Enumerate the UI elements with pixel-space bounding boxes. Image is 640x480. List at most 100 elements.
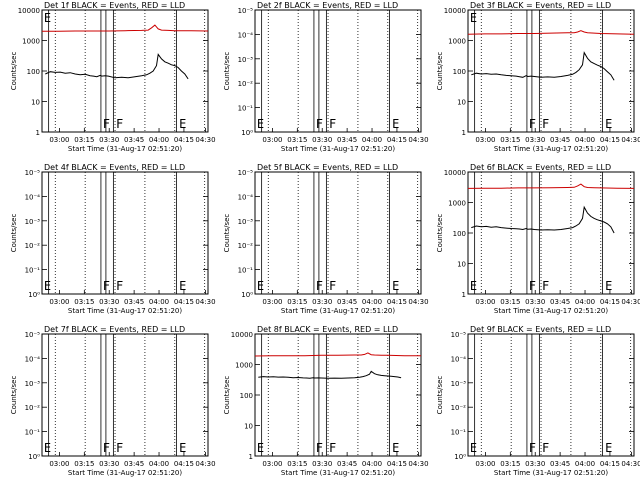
x-tick-label: 03:15 (500, 298, 520, 306)
y-tick-label: 1000 (22, 38, 40, 46)
event-marker: E (470, 441, 477, 455)
y-tick-label: 10000 (231, 331, 253, 339)
x-tick-label: 04:15 (174, 460, 194, 468)
x-tick-label: 04:00 (149, 136, 169, 144)
x-tick-label: 04:00 (149, 298, 169, 306)
event-marker: F (542, 117, 549, 131)
chart-title: Det 3f BLACK = Events, RED = LLD (470, 1, 611, 10)
x-tick-label: 03:15 (74, 460, 94, 468)
x-tick-label: 04:00 (575, 298, 595, 306)
panel-det6f: Det 6f BLACK = Events, RED = LLD 1 10 100 10… (436, 163, 640, 315)
y-tick-label: 1 (462, 291, 466, 299)
y-tick-label: 10⁻⁵ (238, 7, 254, 15)
event-marker: E (179, 117, 186, 131)
y-tick-label: 1000 (448, 38, 466, 46)
y-tick-label: 10⁻⁵ (451, 331, 467, 339)
x-axis-label: Start Time (31-Aug-17 02:51:20) (281, 145, 395, 153)
x-tick-label: 04:30 (195, 298, 215, 306)
chart-title: Det 6f BLACK = Events, RED = LLD (470, 163, 611, 172)
x-tick-label: 03:30 (99, 136, 119, 144)
y-axis-label: Counts/sec (436, 214, 444, 253)
y-tick-label: 10000 (444, 169, 466, 177)
x-tick-label: 03:15 (74, 298, 94, 306)
event-marker: E (179, 441, 186, 455)
y-tick-label: 10⁻² (25, 242, 41, 250)
event-marker: F (329, 279, 336, 293)
x-tick-label: 03:45 (337, 298, 357, 306)
x-tick-label: 03:00 (49, 136, 69, 144)
y-tick-label: 10⁻¹ (238, 267, 254, 275)
y-tick-label: 100 (27, 68, 40, 76)
y-tick-label: 100 (453, 68, 466, 76)
chart-title: Det 1f BLACK = Events, RED = LLD (44, 1, 185, 10)
y-tick-label: 1 (249, 453, 253, 461)
y-tick-label: 10⁻² (451, 404, 467, 412)
x-tick-label: 03:15 (500, 136, 520, 144)
x-tick-label: 03:45 (550, 460, 570, 468)
series-events (45, 53, 189, 80)
event-marker: E (605, 117, 612, 131)
panel-det1f: Det 1f BLACK = Events, RED = LLD 1 10 100 10… (10, 1, 216, 153)
y-axis-label: Counts/sec (10, 214, 18, 253)
x-tick-label: 04:00 (575, 460, 595, 468)
x-tick-label: 03:45 (550, 298, 570, 306)
x-axis-label: Start Time (31-Aug-17 02:51:20) (281, 307, 395, 315)
x-tick-label: 04:00 (149, 460, 169, 468)
y-tick-label: 10⁰ (241, 291, 253, 299)
y-tick-label: 10⁻¹ (25, 429, 41, 437)
y-tick-label: 10⁻³ (451, 380, 467, 388)
series-lld (42, 24, 209, 32)
x-tick-label: 03:15 (74, 136, 94, 144)
y-tick-label: 10⁻⁴ (238, 31, 254, 39)
y-tick-label: 10000 (18, 7, 40, 15)
event-marker: F (116, 117, 123, 131)
x-tick-label: 03:00 (49, 298, 69, 306)
x-tick-label: 04:30 (195, 136, 215, 144)
x-tick-label: 03:15 (287, 460, 307, 468)
y-tick-label: 10⁻¹ (25, 267, 41, 275)
x-tick-label: 03:00 (262, 460, 282, 468)
x-tick-label: 03:00 (475, 136, 495, 144)
event-marker: F (542, 441, 549, 455)
y-axis-label: Counts/sec (223, 214, 231, 253)
x-tick-label: 04:15 (600, 460, 620, 468)
y-tick-label: 1000 (448, 200, 466, 208)
event-marker: F (103, 117, 110, 131)
x-tick-label: 03:30 (312, 136, 332, 144)
event-marker: F (542, 279, 549, 293)
x-axis-label: Start Time (31-Aug-17 02:51:20) (494, 145, 608, 153)
panel-det7f: Det 7f BLACK = Events, RED = LLD 10⁰ 10⁻¹ 1… (10, 325, 216, 477)
x-axis-label: Start Time (31-Aug-17 02:51:20) (68, 307, 182, 315)
x-tick-label: 03:00 (262, 298, 282, 306)
x-tick-label: 03:30 (312, 298, 332, 306)
panel-det5f: Det 5f BLACK = Events, RED = LLD 10⁰ 10⁻¹ 1… (223, 163, 429, 315)
x-tick-label: 03:45 (550, 136, 570, 144)
y-tick-label: 10⁻⁵ (25, 169, 41, 177)
event-marker: E (392, 441, 399, 455)
y-tick-label: 10 (244, 423, 253, 431)
x-tick-label: 04:30 (621, 460, 640, 468)
x-tick-label: 04:00 (575, 136, 595, 144)
y-tick-label: 10⁻⁵ (25, 331, 41, 339)
x-tick-label: 03:45 (337, 136, 357, 144)
series-events (258, 370, 402, 379)
x-axis-label: Start Time (31-Aug-17 02:51:20) (281, 469, 395, 477)
y-tick-label: 10⁰ (28, 453, 40, 461)
y-tick-label: 10⁻³ (25, 380, 41, 388)
x-tick-label: 04:30 (621, 298, 640, 306)
chart-title: Det 5f BLACK = Events, RED = LLD (257, 163, 398, 172)
y-tick-label: 10⁻² (238, 80, 254, 88)
x-tick-label: 03:30 (99, 298, 119, 306)
event-marker: E (179, 279, 186, 293)
event-marker: E (605, 441, 612, 455)
x-tick-label: 03:00 (262, 136, 282, 144)
chart-title: Det 7f BLACK = Events, RED = LLD (44, 325, 185, 334)
x-tick-label: 03:45 (124, 136, 144, 144)
plot-frame (467, 9, 635, 133)
y-axis-label: Counts/sec (436, 52, 444, 91)
x-tick-label: 04:00 (362, 136, 382, 144)
x-tick-label: 04:30 (195, 460, 215, 468)
y-axis-label: Counts/sec (223, 52, 231, 91)
plot-frame (41, 9, 209, 133)
